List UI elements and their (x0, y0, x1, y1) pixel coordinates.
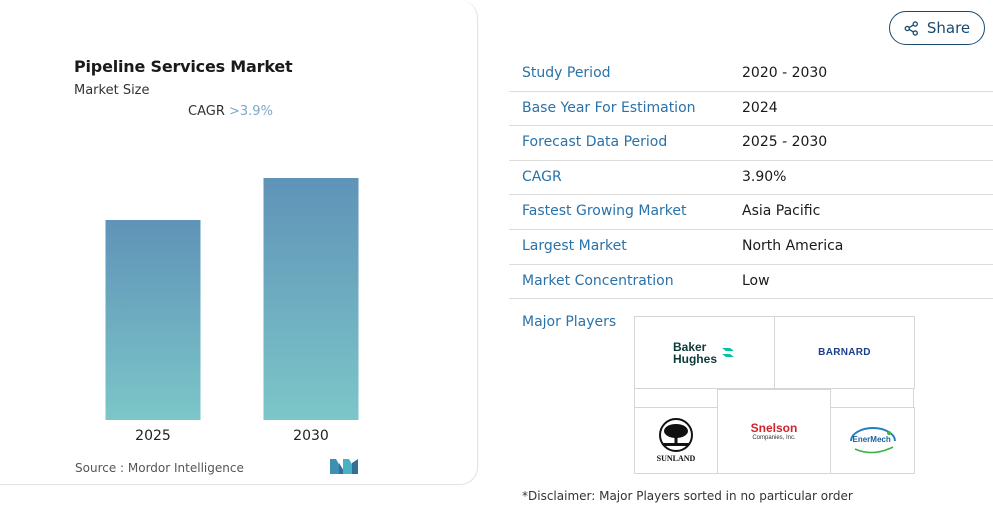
player-snelson[interactable]: Snelson Companies, Inc. (717, 389, 831, 474)
player-barnard[interactable]: BARNARD (774, 316, 915, 389)
enermech-logo: EnerMech (843, 423, 903, 459)
card-subtitle: Market Size (74, 83, 150, 98)
player-enermech[interactable]: EnerMech (830, 407, 915, 474)
card-title: Pipeline Services Market (74, 57, 293, 76)
share-icon (904, 20, 918, 36)
row-value: Asia Pacific (742, 203, 821, 220)
cagr-value: >3.9% (229, 104, 273, 119)
baker-hughes-logo: Baker Hughes (673, 341, 736, 365)
table-row: Forecast Data Period 2025 - 2030 (509, 126, 993, 161)
major-players-label: Major Players (522, 314, 617, 330)
row-value: 3.90% (742, 168, 787, 185)
cagr-indicator: CAGR >3.9% (188, 104, 273, 119)
baker-hughes-line1: Baker (672, 339, 707, 354)
table-row: Fastest Growing Market Asia Pacific (509, 195, 993, 230)
sunland-tree-icon (658, 418, 693, 452)
market-size-chart: 2025 2030 (105, 178, 359, 444)
row-key: Fastest Growing Market (522, 203, 687, 220)
mordor-intelligence-logo (330, 459, 358, 474)
table-row: Base Year For Estimation 2024 (509, 92, 993, 127)
snelson-sub: Companies, Inc. (752, 434, 796, 441)
bar-2025 (105, 220, 201, 420)
sunland-logo: SUNLAND (656, 418, 696, 463)
share-button[interactable]: Share (889, 11, 985, 45)
market-info-table: Study Period 2020 - 2030 Base Year For Est… (509, 57, 993, 300)
sunland-wordmark: SUNLAND (656, 454, 696, 463)
x-tick-label: 2030 (293, 428, 329, 444)
row-key: Base Year For Estimation (522, 99, 696, 116)
baker-hughes-mark-icon (722, 347, 734, 357)
row-key: CAGR (522, 168, 562, 185)
share-label: Share (926, 19, 971, 37)
table-row: CAGR 3.90% (509, 161, 993, 196)
player-baker-hughes[interactable]: Baker Hughes (634, 316, 775, 389)
row-key: Study Period (522, 65, 611, 81)
source-text: Source : Mordor Intelligence (75, 461, 244, 475)
disclaimer-text: *Disclaimer: Major Players sorted in no … (522, 489, 853, 503)
major-players-grid: Baker Hughes BARNARD SUNLAND Snelson (634, 316, 915, 474)
bar-2030 (263, 178, 359, 420)
table-row: Market Concentration Low (509, 265, 993, 300)
row-value: Low (742, 272, 770, 289)
barnard-logo: BARNARD (818, 347, 871, 358)
enermech-swoosh-icon (849, 426, 896, 453)
enermech-wordmark: EnerMech (852, 434, 891, 444)
snelson-wordmark: Snelson (750, 420, 798, 435)
row-key: Largest Market (522, 237, 627, 254)
player-sunland[interactable]: SUNLAND (634, 407, 718, 474)
cagr-label: CAGR (188, 104, 225, 119)
row-value: 2025 - 2030 (742, 134, 828, 151)
snelson-logo: Snelson Companies, Inc. (751, 422, 798, 442)
row-key: Market Concentration (522, 272, 674, 289)
table-row: Study Period 2020 - 2030 (509, 57, 993, 92)
row-value: 2024 (742, 99, 778, 116)
market-size-card: Pipeline Services Market Market Size CAG… (0, 0, 478, 485)
table-row: Largest Market North America (509, 230, 993, 265)
row-key: Forecast Data Period (522, 134, 668, 151)
baker-hughes-line2: Hughes (672, 351, 717, 366)
x-tick-label: 2025 (135, 428, 171, 444)
row-value: North America (742, 237, 844, 254)
row-value: 2020 - 2030 (742, 65, 828, 81)
